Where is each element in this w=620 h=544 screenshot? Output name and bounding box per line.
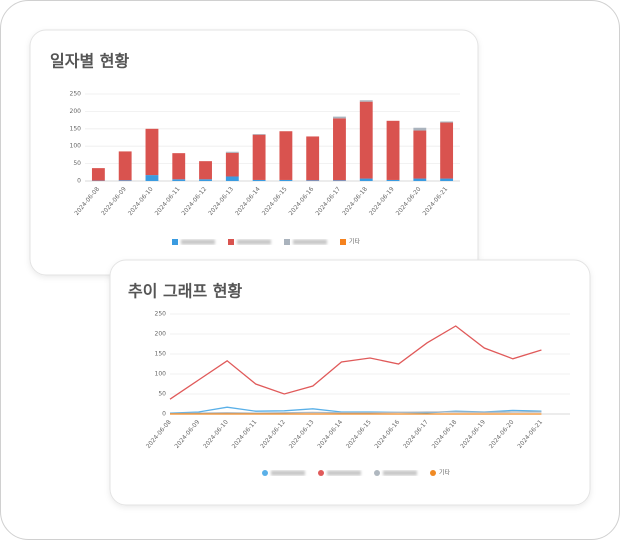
bar-segment — [172, 179, 185, 181]
bar-segment — [199, 179, 212, 181]
bar-segment — [333, 180, 346, 181]
legend-marker — [318, 470, 324, 476]
bar-segment — [387, 180, 400, 181]
bar-segment — [360, 179, 373, 181]
y-tick-label: 50 — [158, 391, 166, 398]
bar-segment — [92, 168, 105, 181]
y-tick-label: 0 — [77, 178, 81, 185]
y-tick-label: 0 — [162, 411, 166, 418]
legend-label-blurred — [271, 471, 305, 476]
y-tick-label: 200 — [70, 108, 82, 115]
legend-marker — [284, 239, 290, 245]
legend-label-blurred — [237, 240, 271, 245]
bar-segment — [253, 134, 266, 135]
legend-label-blurred — [293, 240, 327, 245]
bar-segment — [306, 180, 319, 181]
y-tick-label: 250 — [70, 91, 82, 98]
y-tick-label: 150 — [70, 125, 82, 132]
bar-segment — [253, 180, 266, 181]
y-tick-label: 100 — [70, 143, 82, 150]
chart-title: 추이 그래프 현황 — [128, 282, 242, 301]
bar-segment — [146, 175, 159, 181]
y-tick-label: 150 — [155, 351, 167, 358]
bar-segment — [306, 136, 319, 180]
bar-segment — [440, 121, 453, 122]
bar-segment — [172, 153, 185, 179]
bar-segment — [387, 121, 400, 180]
bar-segment — [279, 131, 292, 180]
bar-segment — [226, 153, 239, 177]
bar-segment — [226, 176, 239, 181]
bar-segment — [119, 180, 132, 181]
bar-segment — [199, 161, 212, 179]
bar-segment — [413, 179, 426, 181]
legend-marker — [340, 239, 346, 245]
chart-title: 일자별 현황 — [50, 52, 129, 71]
bar-segment — [413, 128, 426, 131]
legend-label-blurred — [383, 471, 417, 476]
bar-segment — [360, 100, 373, 101]
legend-marker — [374, 470, 380, 476]
bar-segment — [226, 152, 239, 153]
bar-segment — [333, 117, 346, 119]
legend-label: 기타 — [349, 238, 361, 246]
bar-segment — [413, 131, 426, 179]
bar-segment — [440, 123, 453, 179]
y-tick-label: 100 — [155, 371, 167, 378]
bar-segment — [253, 135, 266, 180]
bar-segment — [440, 179, 453, 181]
bar-segment — [333, 118, 346, 180]
legend-marker — [172, 239, 178, 245]
bar-segment — [146, 129, 159, 175]
legend-label-blurred — [181, 240, 215, 245]
y-tick-label: 50 — [73, 160, 81, 167]
bar-segment — [360, 102, 373, 179]
bar-segment — [279, 180, 292, 181]
legend-marker — [262, 470, 268, 476]
y-tick-label: 200 — [155, 331, 167, 338]
y-tick-label: 250 — [155, 311, 167, 318]
legend-label: 기타 — [439, 469, 451, 477]
legend-marker — [228, 239, 234, 245]
legend-marker — [430, 470, 436, 476]
bar-segment — [119, 151, 132, 180]
legend-label-blurred — [327, 471, 361, 476]
